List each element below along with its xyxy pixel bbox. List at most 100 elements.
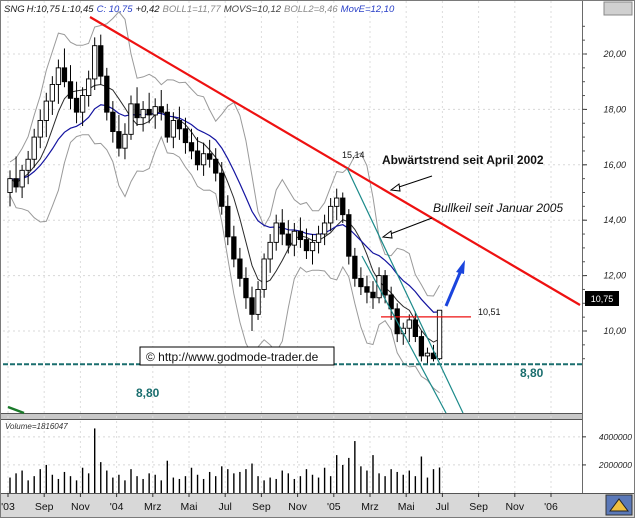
candle-down (164, 111, 170, 138)
time-tick-label: Nov (505, 501, 524, 513)
candle-up (424, 352, 431, 357)
time-axis-bar (1, 493, 634, 517)
downtrend-label: Abwärtstrend seit April 2002 (382, 153, 544, 167)
candle-down (237, 258, 243, 279)
candle-up (92, 45, 98, 80)
candle-up (273, 222, 279, 243)
breakout-arrow (444, 267, 464, 307)
candle-up (406, 319, 412, 329)
candle-down (219, 172, 225, 207)
volume-title: Volume=1816047 (5, 422, 68, 431)
candle-up (200, 153, 207, 166)
high-price-label: 15,14 (342, 150, 365, 160)
candle-up (79, 95, 86, 113)
candle-up (37, 120, 43, 138)
candle-down (243, 277, 249, 299)
candle-down (206, 153, 213, 160)
candle-down (146, 108, 152, 116)
candle-up (328, 205, 334, 224)
candle-down (61, 67, 68, 83)
candle-down (352, 255, 358, 279)
candle-down (370, 291, 376, 299)
moving-average-exponential (9, 104, 440, 313)
time-tick-label: Nov (71, 501, 90, 513)
bullwedge-label: Bullkeil seit Januar 2005 (433, 201, 563, 215)
time-tick-label: Sep (35, 501, 54, 513)
candle-down (73, 97, 80, 113)
moving-average-simple (9, 83, 440, 343)
time-tick-label: '05 (327, 501, 341, 513)
candle-down (412, 319, 418, 337)
candle-up (321, 222, 328, 235)
candle-down (231, 236, 237, 260)
time-tick-label: Mrz (361, 501, 379, 513)
candle-up (25, 158, 31, 171)
time-tick-label: Nov (288, 501, 307, 513)
candle-down (303, 239, 310, 252)
candle-down (382, 275, 388, 296)
price-tick-label: 10,00 (603, 326, 626, 336)
wedge-upper-line (346, 167, 464, 414)
candle-up (140, 108, 146, 119)
candle-up (255, 289, 261, 315)
candle-up (334, 197, 340, 207)
candle-up (122, 133, 128, 149)
candle-up (291, 230, 297, 246)
time-tick-label: Mai (181, 501, 198, 513)
time-tick-label: Jul (436, 501, 449, 513)
last-price-badge (585, 291, 619, 306)
candle-up (309, 241, 316, 252)
price-tick-label: 12,00 (603, 271, 626, 281)
time-tick-label: Mai (398, 501, 415, 513)
price-tick-label: 20,00 (602, 49, 626, 59)
price-tick-label: 16,00 (603, 160, 626, 170)
candle-down (364, 286, 370, 293)
candle-down (418, 336, 425, 357)
candle-up (128, 103, 134, 135)
time-tick-label: Sep (469, 501, 488, 513)
volume-tick-label: 2000000 (598, 460, 632, 470)
volume-bars (9, 428, 441, 493)
candle-up (261, 258, 267, 290)
candle-down (249, 297, 255, 315)
scale-toggle-button[interactable] (603, 1, 633, 16)
candle-down (279, 222, 285, 235)
candle-down (225, 205, 231, 238)
candle-up (85, 78, 92, 97)
wedge-lower-line (361, 255, 447, 414)
candle-down (213, 158, 219, 174)
volume-tick-label: 4000000 (599, 432, 632, 442)
time-tick-label: Mrz (144, 501, 162, 513)
candle-down (98, 45, 104, 77)
indicator-fragment (7, 405, 25, 415)
candle-down (285, 233, 291, 246)
resistance-label: 10,51 (478, 307, 501, 317)
price-tick-label: 14,00 (603, 215, 626, 225)
source-label: © http://www.godmode-trader.de (146, 350, 319, 364)
candle-down (346, 214, 352, 257)
candle-up (7, 178, 13, 193)
time-tick-label: Sep (252, 501, 271, 513)
header-text: SNG H:10,75 L:10,45 C: 10,75 +0,42 BOLL1=11,7… (4, 4, 395, 15)
drawing-tool-icon (609, 498, 629, 512)
candle-up (31, 136, 37, 160)
candle-up (267, 241, 273, 260)
candle-up (49, 84, 56, 102)
candle-down (13, 178, 19, 188)
support-label-right: 8,80 (520, 366, 544, 380)
price-axis: 20,00 18,00 16,00 14,00 12,00 10,00 (582, 25, 626, 360)
wedge-label-pointer (384, 217, 433, 237)
bollinger-lower (9, 134, 440, 394)
candle-down (194, 150, 201, 166)
candle-down (358, 277, 364, 288)
candle-up (19, 169, 25, 188)
candle-down (67, 81, 74, 99)
candle-down (158, 106, 164, 113)
candles (7, 34, 443, 365)
source-box (139, 346, 335, 366)
pane-separator (1, 413, 582, 419)
time-tick-label: '04 (110, 501, 124, 513)
last-price-label: 10,75 (591, 294, 614, 304)
